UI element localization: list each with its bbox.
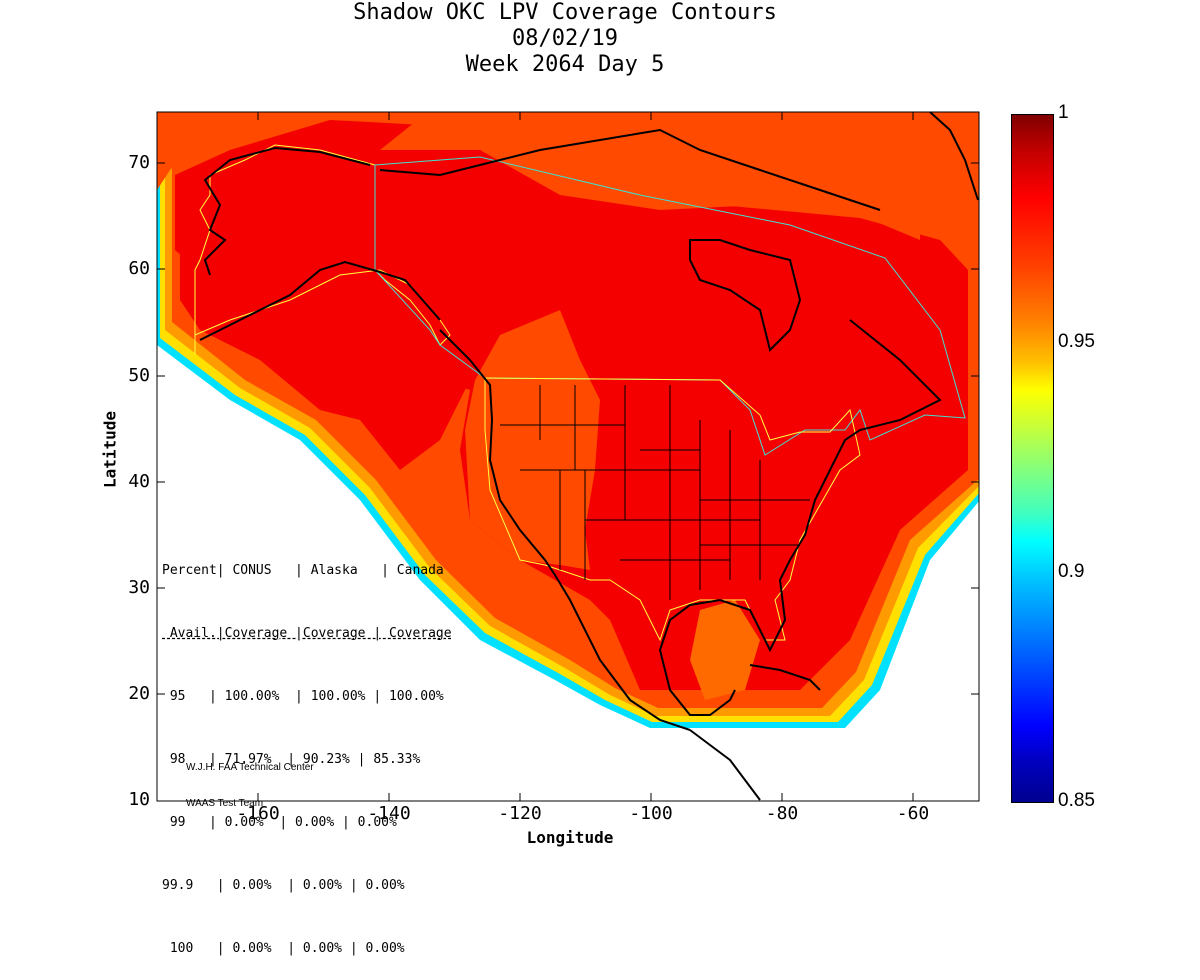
title-line-3: Week 2064 Day 5 (465, 52, 665, 77)
stats-row: 95 | 100.00% | 100.00% | 100.00% (162, 689, 444, 704)
x-tick-label: -100 (629, 803, 673, 824)
y-tick-label: 10 (128, 789, 150, 810)
y-tick-label: 60 (128, 258, 150, 279)
coastlines (199, 112, 979, 801)
canada-arctic-coast (379, 128, 881, 352)
x-axis-label: Longitude (526, 828, 614, 847)
y-tick-marks (157, 162, 979, 695)
colorbar-tick-label: 1 (1058, 102, 1069, 123)
y-tick-label: 40 (128, 471, 150, 492)
contour-orange-north-band (380, 118, 920, 240)
central-america (689, 729, 761, 801)
contour-orange-rockies (465, 310, 600, 570)
title-line-1: Shadow OKC LPV Coverage Contours (353, 0, 777, 25)
stats-row: 100 | 0.00% | 0.00% | 0.00% (162, 941, 405, 956)
stats-header-2: Avail.|Coverage |Coverage | Coverage (162, 626, 452, 641)
y-axis-label: Latitude (100, 410, 120, 489)
x-tick-label: -140 (367, 803, 411, 824)
state-lines (500, 385, 810, 600)
cuba-coast (749, 664, 821, 691)
east-coast (658, 319, 942, 716)
y-tick-label: 30 (128, 577, 150, 598)
state-grid-lines (500, 385, 810, 600)
colorbar-tick-label: 0.9 (1058, 561, 1085, 582)
alaska-coast (199, 146, 441, 341)
stats-header-1: Percent| CONUS | Alaska | Canada (162, 563, 444, 578)
stats-row: 98 | 71.97% | 90.23% | 85.33% (162, 752, 421, 767)
credit-line-1: W.J.H. FAA Technical Center (186, 762, 314, 773)
alaska-boundary (194, 144, 451, 355)
credit-line-2: WAAS Test Team (186, 798, 264, 809)
colorbar (1011, 114, 1054, 803)
axes-frame (156, 111, 980, 802)
x-tick-marks (257, 112, 914, 801)
coverage-map-plot (156, 111, 1053, 802)
greenland-coast (929, 112, 979, 201)
axes-box (156, 111, 980, 802)
y-tick-label: 50 (128, 365, 150, 386)
title-line-2: 08/02/19 (512, 26, 618, 51)
colorbar-tick-label: 0.85 (1058, 790, 1095, 811)
x-tick-label: -160 (236, 803, 280, 824)
y-tick-label: 70 (128, 152, 150, 173)
x-tick-label: -80 (765, 803, 799, 824)
coverage-contours (157, 112, 979, 728)
colorbar-tick-label: 0.95 (1058, 331, 1095, 352)
contour-orange-gulf (690, 600, 760, 700)
chart-title: Shadow OKC LPV Coverage Contours 08/02/1… (0, 0, 1130, 78)
contour-red-west (180, 250, 470, 470)
stats-row: 99 | 0.00% | 0.00% | 0.00% (162, 815, 397, 830)
west-coast (439, 329, 691, 731)
credit-text: W.J.H. FAA Technical Center WAAS Test Te… (186, 738, 314, 822)
y-tick-label: 20 (128, 683, 150, 704)
stats-row: 99.9 | 0.00% | 0.00% | 0.00% (162, 878, 405, 893)
contour-orange-corner (157, 112, 210, 190)
x-tick-label: -120 (498, 803, 542, 824)
x-tick-label: -60 (896, 803, 930, 824)
